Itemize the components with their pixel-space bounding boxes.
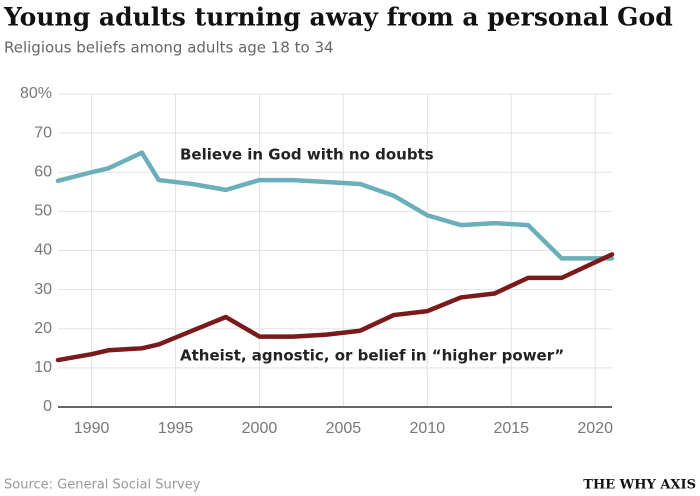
y-tick-label: 60 — [34, 163, 52, 180]
x-tick-label: 2020 — [577, 420, 613, 437]
brand: THE WHY AXIS — [583, 478, 696, 493]
chart-subtitle: Religious beliefs among adults age 18 to… — [4, 39, 334, 57]
y-tick-label: 30 — [34, 281, 52, 298]
x-tick-label: 1995 — [158, 420, 194, 437]
x-tick-label: 1990 — [74, 420, 110, 437]
y-tick-label: 10 — [34, 359, 52, 376]
source: Source: General Social Survey — [4, 478, 201, 493]
x-tick-label: 2010 — [410, 420, 446, 437]
y-tick-label: 40 — [34, 242, 52, 259]
line — [55, 150, 615, 261]
chart-title: Young adults turning away from a persona… — [3, 3, 673, 32]
annotation: Believe in God with no doubts — [180, 146, 434, 164]
x-tick-label: 2000 — [242, 420, 278, 437]
annotation: Atheist, agnostic, or belief in “higher … — [180, 347, 564, 365]
line — [55, 252, 615, 363]
y-tick-label: 50 — [34, 203, 52, 220]
x-tick-label: 2005 — [326, 420, 362, 437]
x-tick-label: 2015 — [493, 420, 529, 437]
y-tick-label: 70 — [34, 124, 52, 141]
y-tick-label: 20 — [34, 320, 52, 337]
y-tick-label: 0 — [43, 398, 52, 415]
y-tick-label: 80% — [20, 85, 52, 102]
